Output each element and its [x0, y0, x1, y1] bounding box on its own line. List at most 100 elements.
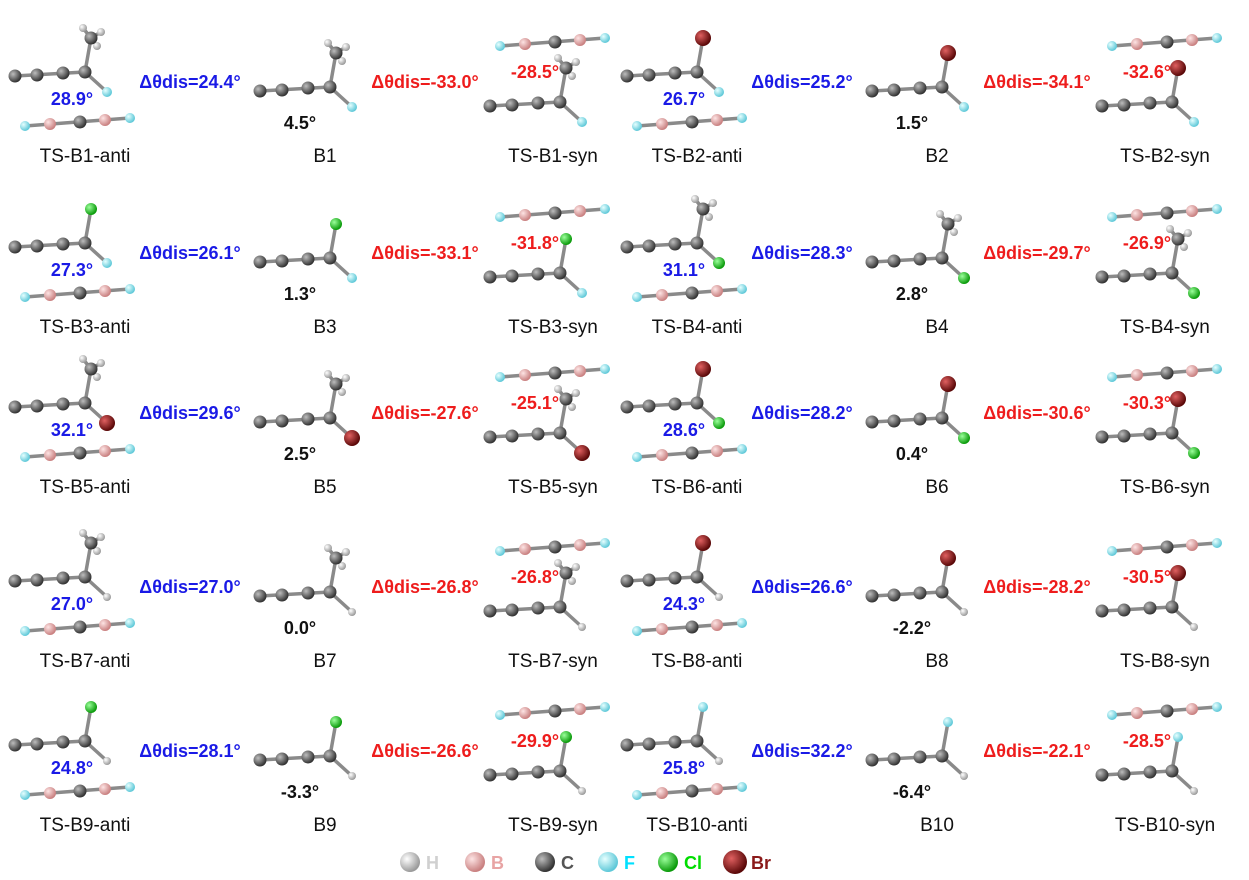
atom — [330, 378, 343, 391]
syn-label: TS-B4-syn — [1120, 317, 1210, 338]
syn-angle: -32.6° — [1123, 62, 1171, 82]
atom — [57, 736, 70, 749]
atom — [276, 753, 289, 766]
atom — [888, 753, 901, 766]
anti-label: TS-B1-anti — [40, 146, 131, 167]
atom — [347, 102, 357, 112]
atom — [125, 618, 135, 628]
bond — [627, 72, 697, 76]
atom — [44, 289, 56, 301]
anti-angle: 24.8° — [51, 758, 93, 778]
atom — [1096, 769, 1109, 782]
atom — [1144, 602, 1157, 615]
atom — [9, 401, 22, 414]
syn-angle: -26.9° — [1123, 233, 1171, 253]
atom — [940, 45, 956, 61]
atom — [330, 716, 342, 728]
atom — [302, 587, 315, 600]
atom — [99, 114, 111, 126]
atom — [484, 769, 497, 782]
atom — [686, 287, 699, 300]
anti-angle: 28.9° — [51, 89, 93, 109]
atom — [103, 757, 111, 765]
atom — [342, 374, 350, 382]
atom — [695, 361, 711, 377]
legend-ball — [465, 852, 485, 872]
atom — [44, 623, 56, 635]
atom — [1212, 702, 1222, 712]
atom — [1190, 623, 1198, 631]
atom — [574, 703, 586, 715]
atom — [31, 240, 44, 253]
syn-angle: -31.8° — [511, 233, 559, 253]
atom — [942, 218, 955, 231]
atom — [691, 66, 704, 79]
atom — [44, 449, 56, 461]
atom — [519, 707, 531, 719]
legend-label: C — [561, 853, 574, 873]
atom — [342, 43, 350, 51]
bond — [490, 771, 560, 775]
bond — [260, 756, 330, 760]
atom — [691, 735, 704, 748]
atom — [1170, 391, 1186, 407]
atom — [519, 38, 531, 50]
b-angle: 2.8° — [896, 284, 928, 304]
atom — [686, 621, 699, 634]
atom — [79, 24, 87, 32]
atom — [711, 445, 723, 457]
atom — [711, 114, 723, 126]
atom — [324, 586, 337, 599]
atom — [302, 751, 315, 764]
legend-ball — [400, 852, 420, 872]
delta-anti: Δθdis=29.6° — [139, 403, 240, 423]
atom — [125, 284, 135, 294]
atom — [866, 256, 879, 269]
bond — [260, 258, 330, 262]
atom — [276, 84, 289, 97]
atom — [1096, 605, 1109, 618]
atom — [102, 87, 112, 97]
atom — [99, 285, 111, 297]
atom — [74, 621, 87, 634]
atom — [1096, 431, 1109, 444]
atom — [936, 586, 949, 599]
atom — [713, 257, 725, 269]
atom — [1144, 97, 1157, 110]
atom — [79, 571, 92, 584]
anti-label: TS-B4-anti — [652, 317, 743, 338]
atom — [711, 285, 723, 297]
atom — [495, 710, 505, 720]
delta-syn: Δθdis=-26.6° — [371, 741, 478, 761]
atom — [643, 738, 656, 751]
atom — [79, 735, 92, 748]
atom — [554, 96, 567, 109]
syn-angle: -30.3° — [1123, 393, 1171, 413]
atom — [888, 84, 901, 97]
atom — [669, 572, 682, 585]
atom — [1107, 710, 1117, 720]
atom — [914, 751, 927, 764]
atom — [1166, 427, 1179, 440]
atom — [713, 417, 725, 429]
b-angle: 1.3° — [284, 284, 316, 304]
atom — [74, 447, 87, 460]
bond — [490, 433, 560, 437]
atom — [669, 67, 682, 80]
syn-angle: -28.5° — [1123, 731, 1171, 751]
bond — [490, 273, 560, 277]
atom — [914, 253, 927, 266]
anti-angle: 26.7° — [663, 89, 705, 109]
atom — [302, 82, 315, 95]
atom — [943, 717, 953, 727]
atom — [686, 447, 699, 460]
atom — [711, 619, 723, 631]
atom — [57, 67, 70, 80]
atom — [574, 365, 586, 377]
atom — [324, 39, 332, 47]
bond — [627, 243, 697, 247]
atom — [484, 100, 497, 113]
atom — [44, 787, 56, 799]
bond — [260, 418, 330, 422]
atom — [9, 575, 22, 588]
